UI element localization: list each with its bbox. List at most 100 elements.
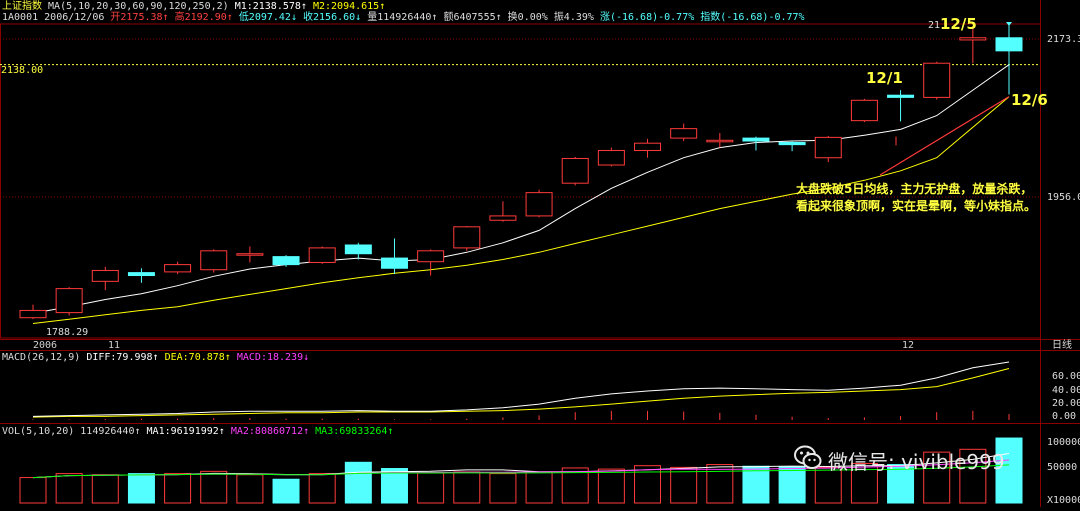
time-label-2006: 2006 [33,340,58,351]
vol-ma2: MA2:80860712↑ [230,426,310,437]
volume-bar [597,468,625,504]
candle-body [887,94,915,98]
partial-price-label: 21 [928,20,941,31]
index-change-value: 指数(-16.68)-0.77% [700,12,805,23]
index-code: 1A0001 [2,12,39,23]
macd-tick-20: 20.00 [1052,398,1080,409]
time-label-11: 11 [108,340,121,351]
price-tick-mid: 1956.0 [1047,192,1080,203]
time-label-12: 12 [902,340,915,351]
macd-dea-line [32,368,1010,418]
macd-header: MACD(26,12,9) DIFF:79.998↑ DEA:70.878↑ M… [2,352,309,364]
macd-diff: DIFF:79.998↑ [86,352,159,363]
annotation-12-6: 12/6 [1011,91,1048,109]
macd-dea: DEA:70.878↑ [164,352,231,363]
candle-body [995,37,1023,52]
candle-body [417,250,445,263]
candle-body [561,157,589,184]
volume-bar [670,466,698,504]
period-low-label: 1788.29 [46,327,89,338]
volume-bar [19,477,47,504]
candle-body [814,136,842,159]
volume-bar [706,464,734,504]
candle-body [778,141,806,146]
volume-bar [814,466,842,504]
candle-body [850,99,878,122]
m1-value: M1:2138.578↑ [234,1,307,12]
volume-bar [995,437,1023,504]
volume-bar [887,464,915,504]
volume-bar [164,473,192,504]
candle-body [634,142,662,151]
candle-body [164,264,192,273]
volume-bar [272,478,300,504]
marker-triangle [1006,22,1012,26]
volume-bar [91,474,119,504]
candle-body [525,192,553,217]
volume-bar [308,473,336,504]
header-row-1: 上证指数 MA(5,10,20,30,60,90,120,250,2) M1:2… [2,1,385,13]
header-row-2: 1A0001 2006/12/06 开2175.38↑ 高2192.90↑ 低2… [2,12,805,24]
candle-body [923,62,951,98]
vol-tick-100000: 100000 [1047,437,1080,448]
ma-params: MA(5,10,20,30,60,90,120,250,2) [48,1,229,12]
candle-body [344,244,372,255]
candle-body [380,257,408,269]
volume-bar [561,467,589,504]
candle-body [742,137,770,142]
volume-bar [200,470,228,504]
candle-body [91,269,119,282]
volume-bar [742,465,770,504]
candle-body [236,253,264,256]
volume-bar [778,466,806,504]
m2-value: M2:2094.615↑ [312,1,386,12]
comment-line-2: 看起来很象顶啊，实在是晕啊，等小妹指点。 [796,199,1037,213]
ma1-line [32,64,1010,314]
volume-bar [923,451,951,504]
watermark-text: 微信号: vivible999 [828,450,1005,474]
volume-bar [417,472,445,504]
close-price: 收2156.60↓ [303,12,362,23]
macd-tick-40: 40.00 [1052,385,1080,396]
ma2-line [32,96,1010,324]
macd-tick-60: 60.00 [1052,371,1080,382]
volume-bar [344,461,372,504]
open-price: 开2175.38↑ [110,12,169,23]
candle-body [19,309,47,319]
volume-bar [634,465,662,504]
candle-body [959,37,987,41]
volume-bar [380,468,408,504]
price-tick-top: 2173.3 [1047,34,1080,45]
vol-ma3-line [32,464,1010,479]
vol-header: VOL(5,10,20) 114926440↑ MA1:96191992↑ MA… [2,426,393,438]
crosshair-price-label: 2138.00 [1,65,44,76]
volume-bar [489,473,517,504]
candle-body [200,250,228,271]
wechat-icon [793,443,823,473]
change-value: 涨(-16.68)-0.77% [599,12,695,23]
candle-body [308,247,336,263]
candle-body [670,128,698,139]
vol-params: VOL(5,10,20) [2,426,75,437]
volume-bar [525,471,553,504]
volume-bar [127,473,155,504]
high-price: 高2192.90↑ [174,12,233,23]
macd-value: MACD:18.239↓ [236,352,310,363]
candle-body [597,149,625,166]
candle-body [453,226,481,249]
candle-body [272,256,300,266]
amplitude-value: 振4.39% [553,12,594,23]
volume-bar [453,471,481,504]
candle-body [706,139,734,143]
vol-ma1: MA1:96191992↑ [146,426,225,437]
callout-line [879,96,1010,176]
macd-params: MACD(26,12,9) [2,352,81,363]
volume-value: 量114926440↑ [367,12,438,23]
comment-line-1: 大盘跌破5日均线，主力无护盘，放量杀跌， [796,182,1033,196]
candle-body [489,215,517,221]
turnover-value: 换0.00% [507,12,548,23]
amount-value: 额6407555↑ [443,12,502,23]
period-selector[interactable]: 日线 [1052,340,1072,351]
quote-date: 2006/12/06 [44,12,105,23]
